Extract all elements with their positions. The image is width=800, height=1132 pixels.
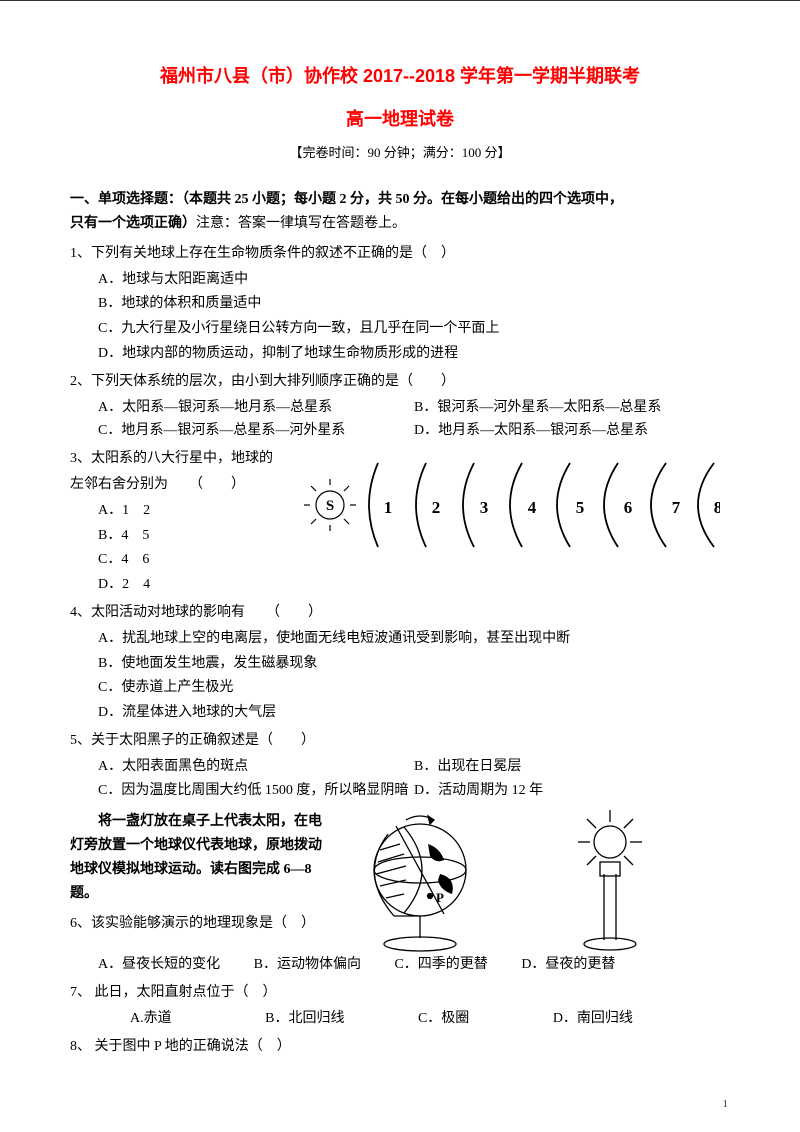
planet-label-7: 7	[672, 498, 681, 517]
q4-opt-d: D．流星体进入地球的大气层	[98, 701, 730, 725]
sun-label: S	[326, 498, 334, 514]
exam-page: 福州市八县（市）协作校 2017--2018 学年第一学期半期联考 高一地理试卷…	[0, 0, 800, 1132]
q4-opt-c: C．使赤道上产生极光	[98, 676, 730, 700]
q3-opt-d: D．2 4	[98, 573, 300, 597]
q5-stem: 5、关于太阳黑子的正确叙述是（ ）	[70, 729, 730, 753]
q3-stem-l1: 3、太阳系的八大行星中，地球的	[70, 447, 300, 471]
q2-opt-a: A．太阳系—银河系—地月系—总星系	[98, 396, 414, 420]
planet-label-1: 1	[384, 498, 393, 517]
point-p-label: P	[436, 890, 444, 905]
question-4: 4、太阳活动对地球的影响有 （ ） A．扰乱地球上空的电离层，使地面无线电短波通…	[70, 601, 730, 725]
planet-label-5: 5	[576, 498, 585, 517]
section-1-head: 一、单项选择题：（本题共 25 小题；每小题 2 分，共 50 分。在每小题给出…	[70, 192, 623, 207]
q4-stem: 4、太阳活动对地球的影响有 （ ）	[70, 601, 730, 625]
q1-opt-a: A．地球与太阳距离适中	[98, 268, 730, 292]
section-1-header: 一、单项选择题：（本题共 25 小题；每小题 2 分，共 50 分。在每小题给出…	[70, 188, 730, 212]
question-3: 3、太阳系的八大行星中，地球的 左邻右舍分别为 （ ） A．1 2 B．4 5 …	[70, 447, 730, 597]
solar-system-figure: S 1 2 3 4 5 6 7	[300, 455, 720, 564]
q5-opt-d: D．活动周期为 12 年	[414, 779, 730, 803]
question-5: 5、关于太阳黑子的正确叙述是（ ） A．太阳表面黑色的斑点 B．出现在日冕层 C…	[70, 729, 730, 802]
q2-opt-b: B．银河系—河外星系—太阳系—总星系	[414, 396, 730, 420]
q7-opt-c: C．极圈	[418, 1007, 469, 1031]
planet-label-8: 8	[714, 498, 720, 517]
q1-opt-d: D．地球内部的物质运动，抑制了地球生命物质形成的进程	[98, 342, 730, 366]
section-1-note-rest: 注意：答案一律填写在答题卷上。	[196, 216, 406, 231]
q6-intro-text: 将一盏灯放在桌子上代表太阳，在电灯旁放置一个地球仪代表地球，原地拨动地球仪模拟地…	[70, 810, 330, 905]
page-title-1: 福州市八县（市）协作校 2017--2018 学年第一学期半期联考	[70, 61, 730, 92]
globe-lamp-figure: P	[340, 804, 670, 963]
q5-opt-b: B．出现在日冕层	[414, 755, 730, 779]
q7-opt-b: B．北回归线	[265, 1007, 344, 1031]
q2-opt-d: D．地月系—太阳系—银河系—总星系	[414, 419, 730, 443]
planet-label-4: 4	[528, 498, 537, 517]
section-1-note-bold: 只有一个选项正确）	[70, 216, 196, 231]
page-number: 1	[723, 1095, 729, 1114]
q7-opt-a: A.赤道	[130, 1007, 172, 1031]
question-8: 8、 关于图中 P 地的正确说法（ ）	[70, 1035, 730, 1059]
exam-info: 【完卷时间：90 分钟；满分：100 分】	[70, 142, 730, 164]
question-7: 7、 此日，太阳直射点位于（ ） A.赤道 B．北回归线 C．极圈 D．南回归线	[70, 981, 730, 1031]
question-2: 2、下列天体系统的层次，由小到大排列顺序正确的是（ ） A．太阳系—银河系—地月…	[70, 370, 730, 443]
q5-opt-a: A．太阳表面黑色的斑点	[98, 755, 414, 779]
q1-opt-c: C．九大行星及小行星绕日公转方向一致，且几乎在同一个平面上	[98, 317, 730, 341]
question-6-intro: 将一盏灯放在桌子上代表太阳，在电灯旁放置一个地球仪代表地球，原地拨动地球仪模拟地…	[70, 810, 730, 905]
q7-stem: 7、 此日，太阳直射点位于（ ）	[70, 981, 730, 1005]
q4-opt-b: B．使地面发生地震，发生磁暴现象	[98, 652, 730, 676]
planet-label-2: 2	[432, 498, 441, 517]
q3-opt-a: A．1 2	[98, 499, 300, 523]
q4-opt-a: A．扰乱地球上空的电离层，使地面无线电短波通讯受到影响，甚至出现中断	[98, 627, 730, 651]
q3-opt-b: B．4 5	[98, 524, 300, 548]
q3-opt-c: C．4 6	[98, 548, 300, 572]
q7-opt-d: D．南回归线	[553, 1007, 633, 1031]
planet-label-6: 6	[624, 498, 633, 517]
question-1: 1、下列有关地球上存在生命物质条件的叙述不正确的是（ ） A．地球与太阳距离适中…	[70, 242, 730, 366]
q1-opt-b: B．地球的体积和质量适中	[98, 292, 730, 316]
q1-stem: 1、下列有关地球上存在生命物质条件的叙述不正确的是（ ）	[70, 242, 730, 266]
q3-stem-l2: 左邻右舍分别为 （ ）	[70, 473, 300, 497]
q6-opt-a: A．昼夜长短的变化	[98, 953, 220, 977]
q2-stem: 2、下列天体系统的层次，由小到大排列顺序正确的是（ ）	[70, 370, 730, 394]
section-1-note: 只有一个选项正确）注意：答案一律填写在答题卷上。	[70, 212, 730, 236]
q2-opt-c: C．地月系—银河系—总星系—河外星系	[98, 419, 414, 443]
page-title-2: 高一地理试卷	[70, 104, 730, 135]
q5-opt-c: C．因为温度比周围大约低 1500 度，所以略显阴暗	[98, 779, 414, 803]
q8-stem: 8、 关于图中 P 地的正确说法（ ）	[70, 1035, 730, 1059]
planet-label-3: 3	[480, 498, 489, 517]
